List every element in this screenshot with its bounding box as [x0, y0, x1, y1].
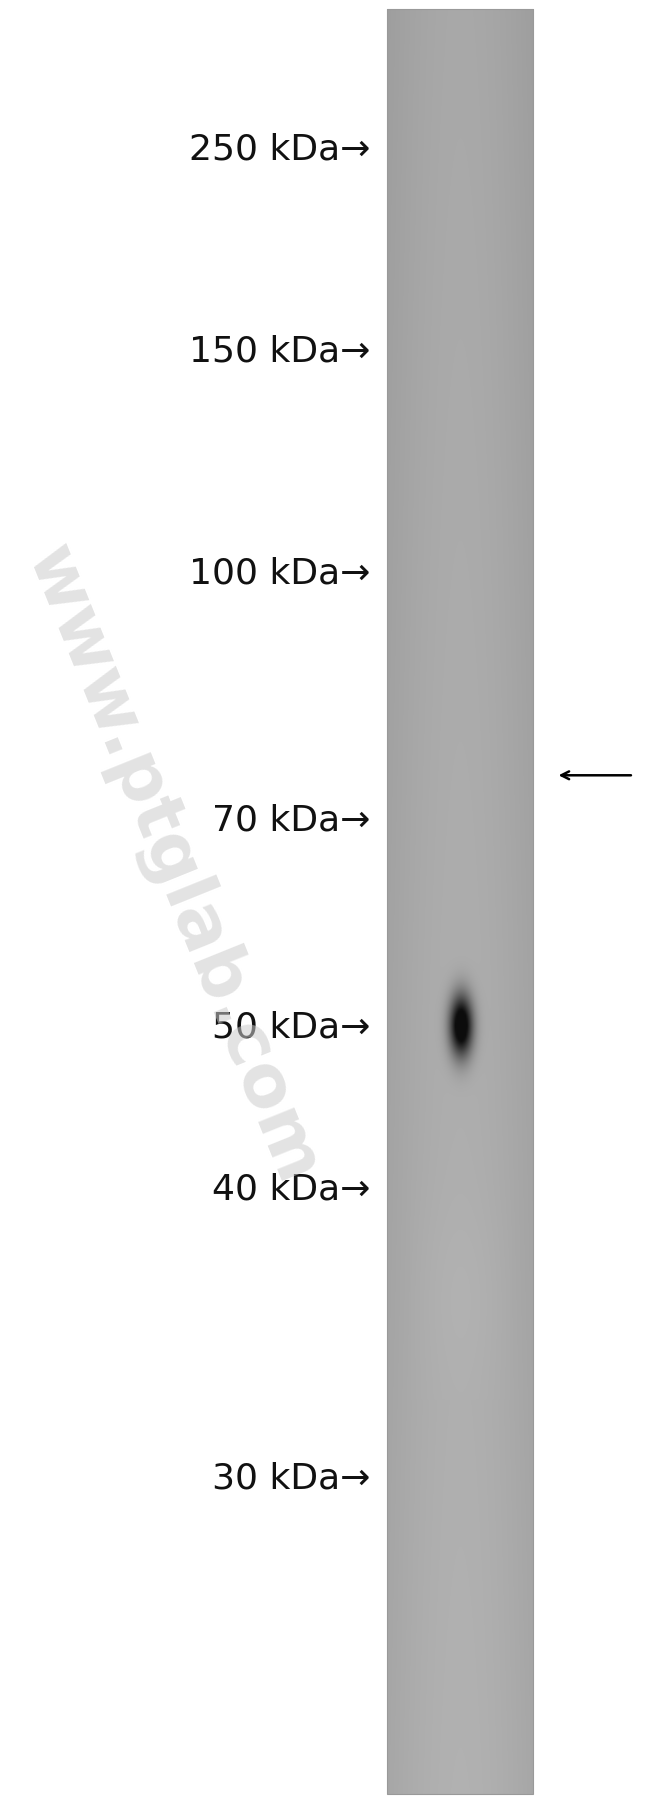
- Text: 250 kDa→: 250 kDa→: [189, 133, 370, 166]
- Text: www.ptglab.com: www.ptglab.com: [12, 535, 332, 1195]
- Bar: [387, 9, 533, 1794]
- Text: 40 kDa→: 40 kDa→: [212, 1174, 370, 1206]
- Text: 70 kDa→: 70 kDa→: [212, 804, 370, 837]
- Text: 150 kDa→: 150 kDa→: [189, 335, 370, 368]
- Text: 50 kDa→: 50 kDa→: [212, 1011, 370, 1044]
- Text: 100 kDa→: 100 kDa→: [189, 557, 370, 590]
- Text: 30 kDa→: 30 kDa→: [212, 1462, 370, 1495]
